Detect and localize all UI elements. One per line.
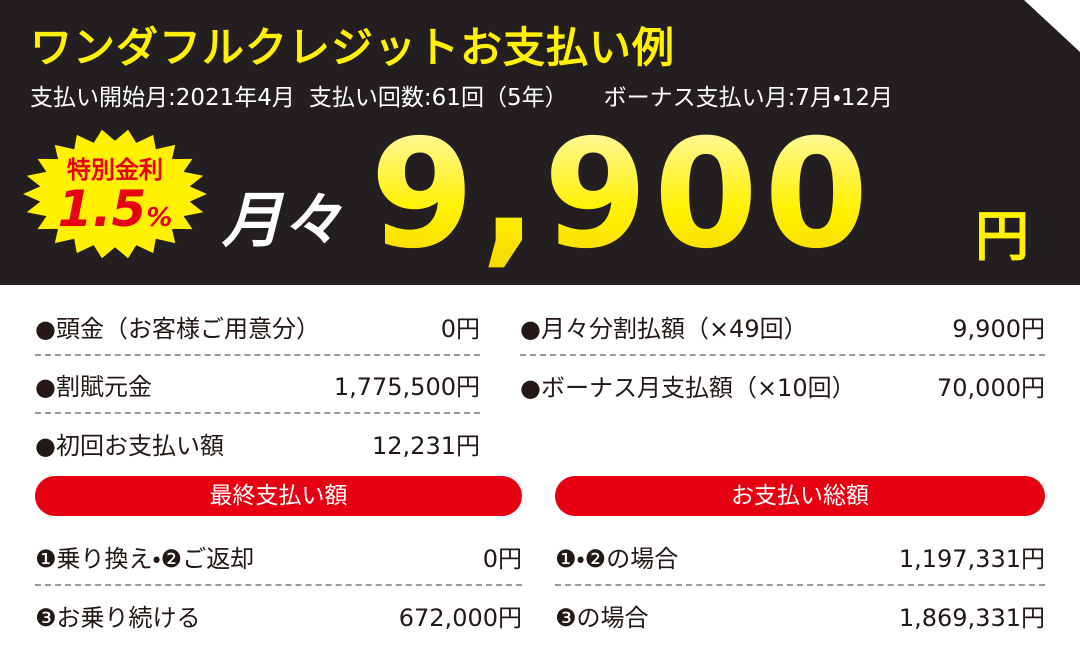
starburst-shape xyxy=(23,129,207,259)
badge-rate: 1.5% xyxy=(40,180,190,238)
row-value: 1,869,331円 xyxy=(898,603,1045,632)
row-value: 12,231円 xyxy=(372,431,480,460)
rate: 1.5 xyxy=(57,180,147,238)
row-value: 672,000円 xyxy=(398,603,522,632)
row-label: ●ボーナス月支払額（×10回） xyxy=(520,373,856,402)
row-label: ❶乗り換え・❷ご返却 xyxy=(35,544,255,573)
folded-corner xyxy=(1024,0,1080,52)
row: ●ボーナス月支払額（×10回） 70,000円 xyxy=(520,356,1045,414)
monthly-amount: 9,900 xyxy=(370,108,875,282)
row-value: 70,000円 xyxy=(937,373,1045,402)
row: ❶・❷の場合 1,197,331円 xyxy=(555,528,1045,586)
row-value: 0円 xyxy=(482,544,522,573)
row: ●初回お支払い額 12,231円 xyxy=(35,414,480,472)
starburst xyxy=(23,129,207,259)
row-label: ❶・❷の場合 xyxy=(555,544,679,573)
row-label: ●頭金（お客様ご用意分） xyxy=(35,314,320,343)
section-title: 最終支払い額 xyxy=(35,476,522,516)
section: お支払い総額 ❶・❷の場合 1,197,331円 ❸の場合 1,869,331円 xyxy=(555,476,1045,644)
header: ワンダフルクレジットお支払い例 支払い開始月:2021年4月 支払い回数:61回（… xyxy=(0,0,1080,285)
badge-label: 特別金利 xyxy=(67,156,163,184)
row: ●月々分割払額（×49回） 9,900円 xyxy=(520,298,1045,356)
row-value: 0円 xyxy=(440,314,480,343)
row: ●割賦元金 1,775,500円 xyxy=(35,356,480,414)
row-label: ●初回お支払い額 xyxy=(35,431,224,460)
details-right: ●月々分割払額（×49回） 9,900円 ●ボーナス月支払額（×10回） 70,000… xyxy=(520,298,1045,414)
section: 最終支払い額 ❶乗り換え・❷ご返却 0円 ❸お乗り続ける 672,000円 xyxy=(35,476,522,644)
row-value: 9,900円 xyxy=(952,314,1045,343)
row-label: ●月々分割払額（×49回） xyxy=(520,314,808,343)
row: ●頭金（お客様ご用意分） 0円 xyxy=(35,298,480,356)
row: ❸お乗り続ける 672,000円 xyxy=(35,586,522,644)
monthly-label: 月々 xyxy=(222,186,342,256)
subtitle: 支払い開始月:2021年4月 支払い回数:61回（5年） ボーナス支払い月:7月・1… xyxy=(30,78,907,112)
subtitle-item: 支払い回数:61回（5年） xyxy=(308,85,568,111)
rate-unit: % xyxy=(146,203,173,233)
subtitle-item: ボーナス支払い月:7月・12月 xyxy=(603,85,894,111)
row: ❶乗り換え・❷ご返却 0円 xyxy=(35,528,522,586)
monthly-unit: 円 xyxy=(975,205,1029,268)
row: ❸の場合 1,869,331円 xyxy=(555,586,1045,644)
row-value: 1,197,331円 xyxy=(898,544,1045,573)
subtitle-item: 支払い開始月:2021年4月 xyxy=(30,85,295,111)
row-label: ●割賦元金 xyxy=(35,372,152,401)
row-value: 1,775,500円 xyxy=(333,372,480,401)
title: ワンダフルクレジットお支払い例 xyxy=(30,23,676,72)
section-title: お支払い総額 xyxy=(555,476,1045,516)
details-left: ●頭金（お客様ご用意分） 0円 ●割賦元金 1,775,500円 ●初回お支払い額 12,… xyxy=(35,298,480,472)
row-label: ❸の場合 xyxy=(555,603,649,632)
row-label: ❸お乗り続ける xyxy=(35,603,201,632)
